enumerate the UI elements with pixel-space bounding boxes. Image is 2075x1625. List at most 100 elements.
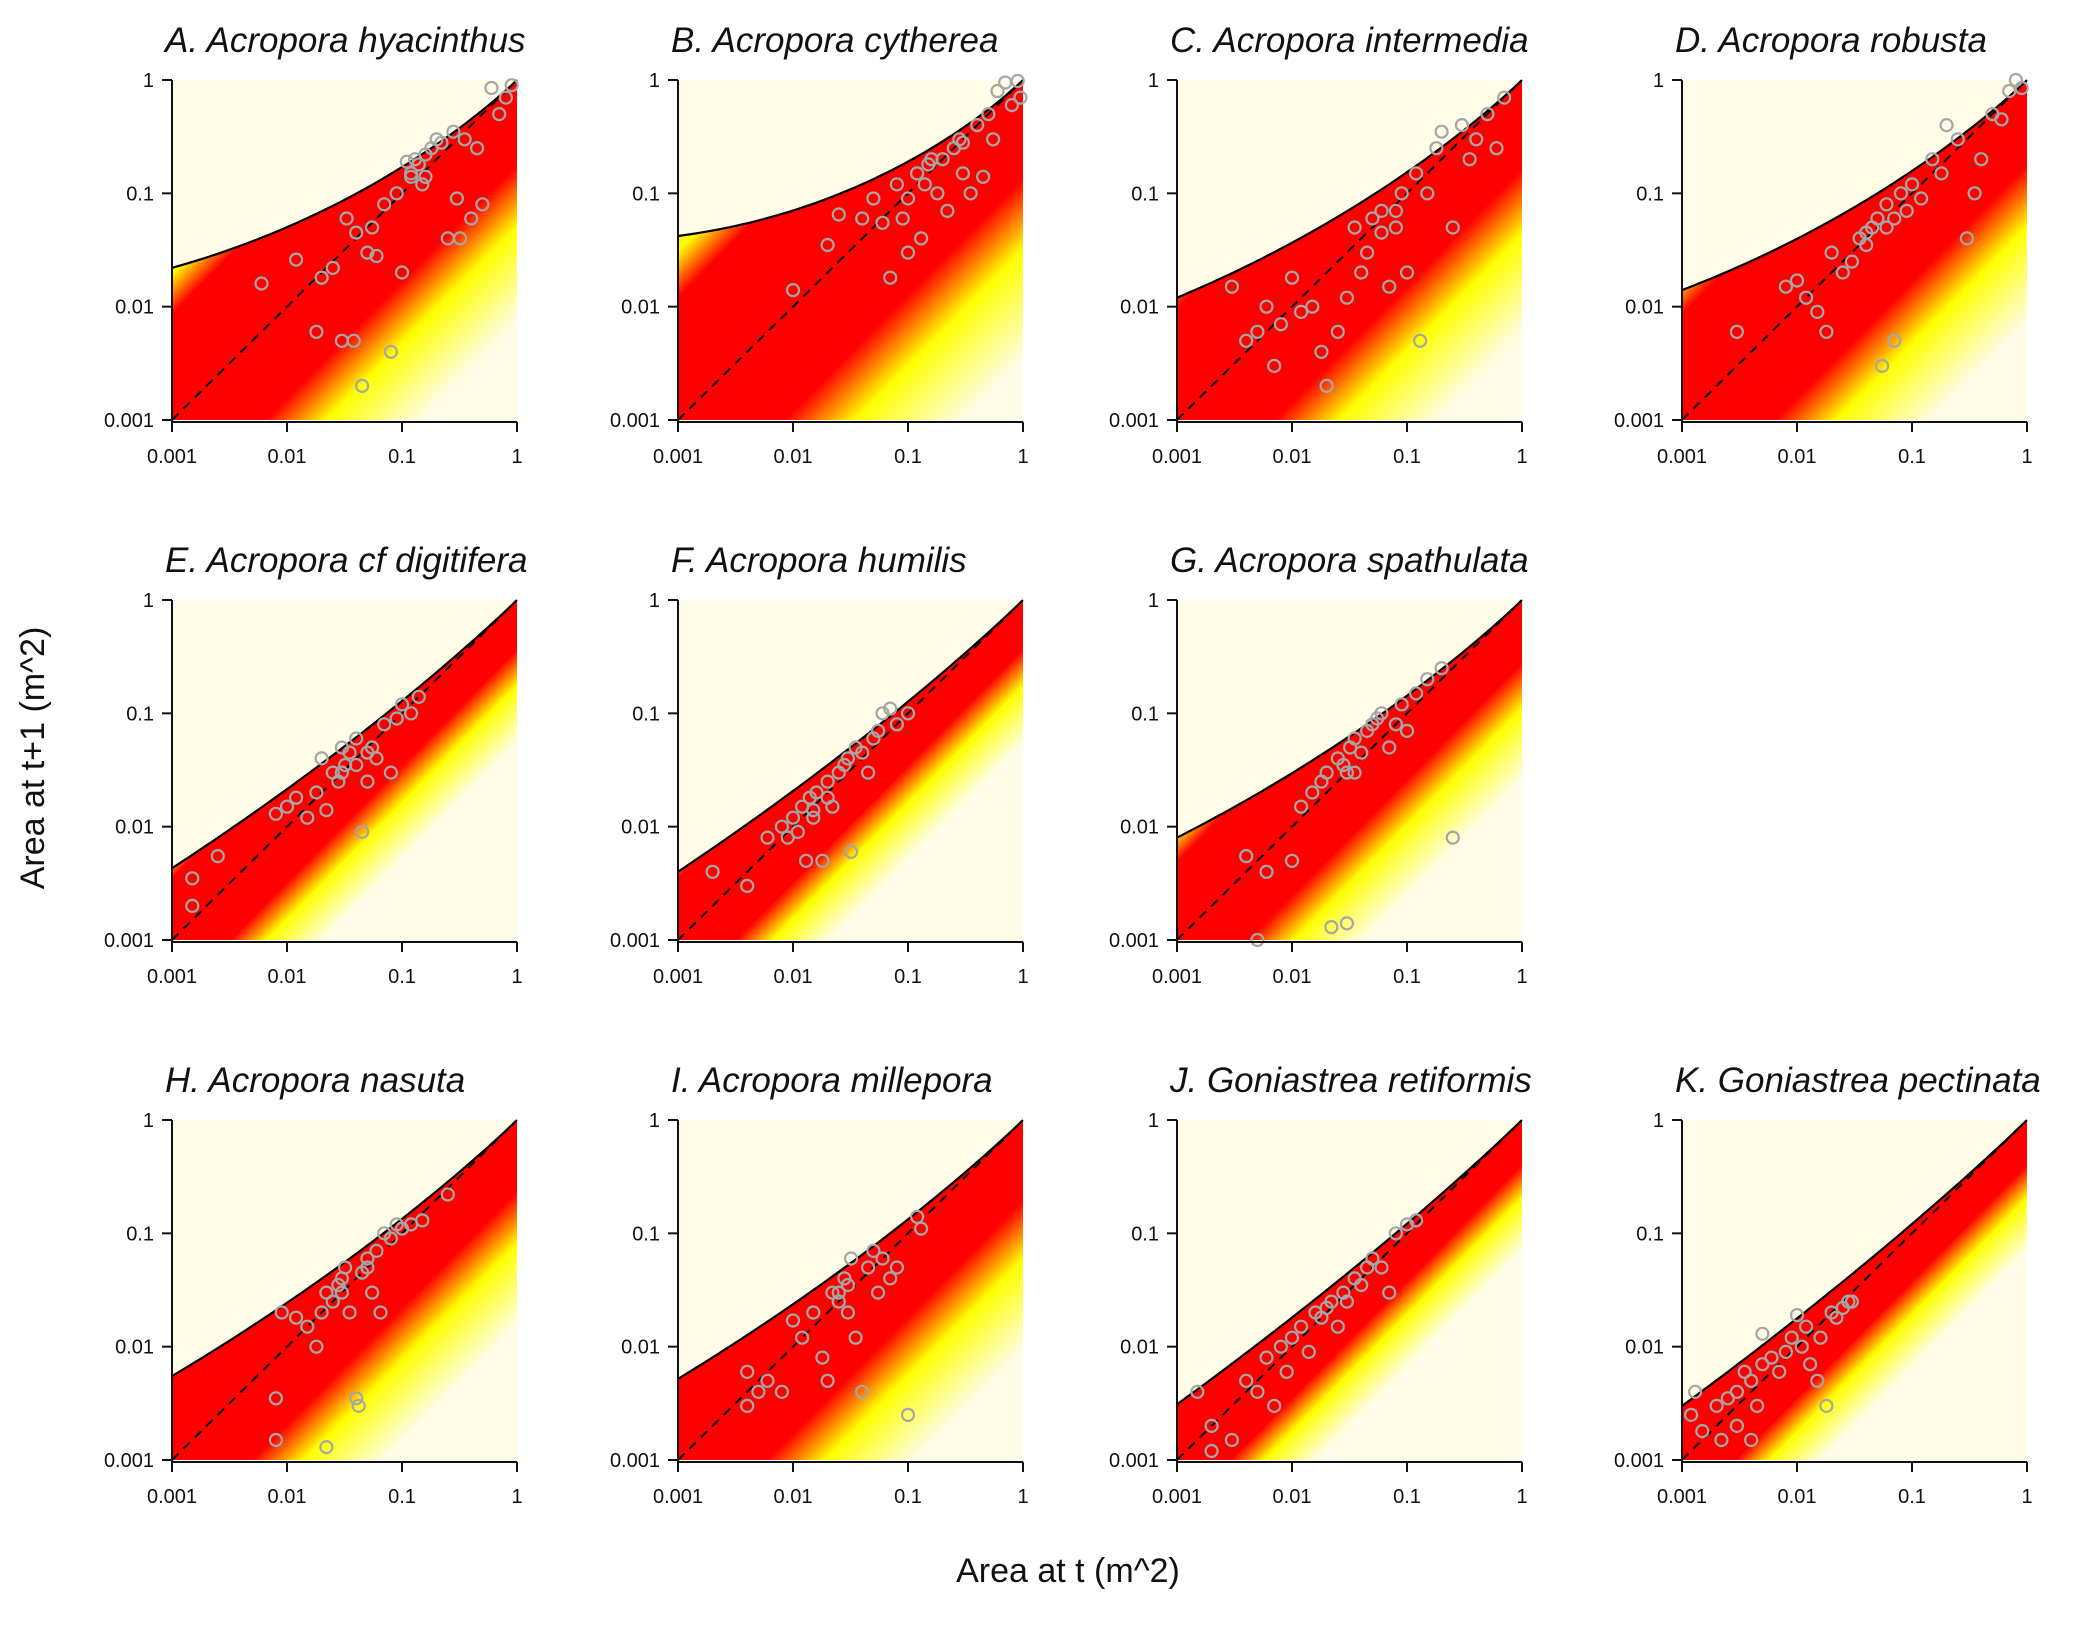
data-point bbox=[369, 248, 384, 264]
y-tick-label: 1 bbox=[649, 70, 660, 92]
data-point bbox=[1874, 358, 1890, 373]
y-tick-label: 0.1 bbox=[126, 703, 154, 725]
x-tick-label: 0.001 bbox=[147, 966, 197, 988]
data-point bbox=[309, 785, 324, 800]
data-point bbox=[855, 1384, 870, 1399]
data-point bbox=[1429, 141, 1444, 156]
data-point bbox=[809, 785, 824, 800]
data-point bbox=[339, 211, 354, 226]
x-tick-label: 0.1 bbox=[388, 966, 416, 988]
data-point bbox=[1319, 378, 1334, 393]
x-tick-label: 0.001 bbox=[1152, 446, 1202, 468]
panel-C: 0.001 0.001 0.01 0.01 0.1 0.1 1 1 C. Acropora in… bbox=[1109, 21, 1529, 468]
data-point bbox=[440, 1187, 455, 1202]
data-point bbox=[360, 1251, 375, 1266]
data-point bbox=[389, 186, 404, 201]
data-point bbox=[349, 757, 364, 773]
data-point bbox=[1794, 1339, 1809, 1354]
data-point bbox=[883, 270, 898, 285]
data-point bbox=[913, 1221, 929, 1236]
data-point bbox=[970, 117, 985, 133]
data-point bbox=[930, 186, 945, 201]
x-tick-label: 0.01 bbox=[774, 1486, 813, 1508]
data-point bbox=[1354, 745, 1369, 760]
data-point bbox=[895, 211, 910, 226]
x-tick-label: 0.001 bbox=[1152, 1486, 1202, 1508]
data-point bbox=[1224, 279, 1240, 294]
data-point bbox=[831, 207, 846, 222]
data-point bbox=[1824, 245, 1839, 260]
data-point bbox=[325, 260, 340, 275]
y-axis-label: Area at t+1 (m^2) bbox=[14, 627, 52, 890]
panel-B: 0.001 0.001 0.01 0.01 0.1 0.1 1 1 B. Acropora cy… bbox=[610, 21, 1029, 468]
panel-I: 0.001 0.001 0.01 0.01 0.1 0.1 1 1 I. Acropora mi… bbox=[610, 1061, 1029, 1508]
data-point bbox=[1899, 203, 1914, 218]
data-point bbox=[1319, 765, 1334, 780]
data-point bbox=[1339, 1294, 1355, 1309]
y-tick-label: 0.01 bbox=[621, 1337, 660, 1359]
data-point bbox=[1434, 661, 1449, 676]
max-size-curve bbox=[1177, 1120, 1522, 1406]
y-tick-label: 0.01 bbox=[621, 817, 660, 839]
data-point bbox=[453, 231, 468, 246]
y-tick-label: 0.1 bbox=[632, 703, 660, 725]
x-axis-label: Area at t (m^2) bbox=[956, 1552, 1180, 1590]
data-point bbox=[1798, 1319, 1814, 1334]
data-point bbox=[1829, 1310, 1844, 1325]
data-point bbox=[342, 745, 357, 760]
data-point bbox=[1709, 1398, 1724, 1414]
max-size-curve bbox=[678, 80, 1023, 238]
data-point bbox=[1784, 1330, 1799, 1345]
data-point bbox=[1388, 220, 1404, 235]
x-tick-label: 0.1 bbox=[1898, 1486, 1926, 1508]
y-tick-label: 0.01 bbox=[621, 297, 660, 319]
data-point bbox=[1394, 697, 1409, 712]
data-point bbox=[1267, 358, 1282, 373]
data-point bbox=[1778, 279, 1794, 294]
data-point bbox=[464, 211, 479, 226]
data-point bbox=[334, 1285, 349, 1300]
x-tick-label: 0.01 bbox=[774, 446, 813, 468]
data-point bbox=[1798, 290, 1814, 305]
data-point bbox=[1273, 1339, 1289, 1354]
data-point bbox=[785, 283, 801, 298]
data-point bbox=[806, 810, 821, 825]
panel-K: 0.001 0.001 0.01 0.01 0.1 0.1 1 1 K. Goniastrea … bbox=[1614, 1061, 2041, 1508]
data-point bbox=[1744, 1432, 1759, 1448]
data-point bbox=[349, 1391, 364, 1406]
data-point bbox=[1789, 273, 1805, 288]
y-tick-label: 0.1 bbox=[1636, 1223, 1664, 1245]
data-point bbox=[377, 197, 392, 212]
x-tick-label: 0.001 bbox=[1152, 966, 1202, 988]
data-point bbox=[1374, 225, 1389, 240]
data-point bbox=[860, 1260, 876, 1275]
data-point bbox=[404, 706, 419, 721]
data-point bbox=[1893, 186, 1909, 201]
y-tick-label: 0.001 bbox=[104, 930, 154, 952]
data-point bbox=[1408, 166, 1424, 181]
data-point bbox=[1013, 90, 1028, 105]
data-point bbox=[1365, 1251, 1380, 1266]
data-point bbox=[1813, 1330, 1828, 1345]
data-point bbox=[1764, 1350, 1779, 1365]
y-tick-label: 0.001 bbox=[1614, 410, 1664, 432]
data-point bbox=[1239, 1373, 1254, 1388]
data-point bbox=[1284, 1330, 1300, 1345]
data-point bbox=[1354, 265, 1369, 280]
data-point bbox=[1305, 785, 1320, 800]
data-point bbox=[404, 169, 419, 184]
data-point bbox=[1687, 1384, 1703, 1399]
data-point bbox=[843, 844, 859, 859]
max-size-curve bbox=[1682, 1120, 2027, 1407]
data-point bbox=[1445, 220, 1460, 235]
data-point bbox=[1934, 166, 1949, 181]
y-tick-label: 0.001 bbox=[610, 410, 660, 432]
panel-F: 0.001 0.001 0.01 0.01 0.1 0.1 1 1 F. Acropora hu… bbox=[610, 541, 1029, 988]
x-tick-label: 0.1 bbox=[388, 446, 416, 468]
data-point bbox=[815, 1350, 830, 1365]
data-point bbox=[963, 186, 978, 201]
data-point bbox=[1887, 211, 1902, 226]
data-point bbox=[1339, 290, 1355, 305]
data-point bbox=[355, 378, 370, 393]
